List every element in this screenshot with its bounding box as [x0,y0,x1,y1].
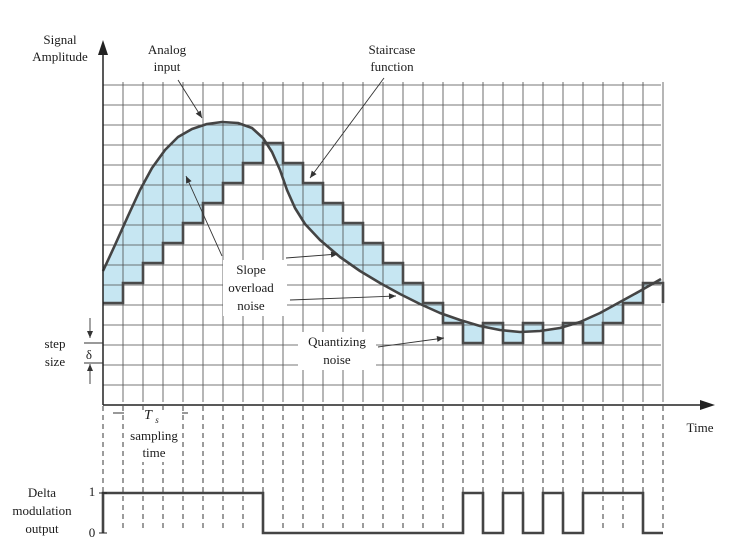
slope-overload-label-line3: noise [237,298,265,313]
sampling-dash-lines [102,406,664,532]
output-level-high: 1 [89,484,96,499]
sampling-time-label-line2: time [142,445,165,460]
quantizing-label-background [298,332,376,370]
slope-label-background [223,260,287,316]
quantizing-pointer-head [436,335,444,342]
staircase-pointer [309,77,385,179]
y-axis-label-line2: Amplitude [32,49,88,64]
x-axis-arrow [700,400,715,410]
sampling-time-label-line1: sampling [130,428,178,443]
step-size-arrow-down-head [87,331,93,338]
y-axis-arrow [98,40,108,55]
slope-pointer-left-head [186,176,192,184]
sampling-label-background [124,410,182,462]
output-label-line3: output [25,521,59,536]
analog-input-pointer [177,79,203,119]
slope-pointer-right [285,253,339,259]
analog-input-curve [101,120,662,334]
y-axis-label-line1: Signal [43,32,77,47]
quantizing-pointer [377,337,445,348]
quantizing-noise-label-line1: Quantizing [308,334,366,349]
slope-overload-label-line1: Slope [236,262,266,277]
step-size-arrow-up-head [87,364,93,371]
output-label-line2: modulation [12,503,72,518]
analog-curve-path [101,120,662,334]
step-size-label-line2: size [45,354,65,369]
analog-input-pointer-head [195,110,202,118]
output-label-line1: Delta [28,485,56,500]
staircase-label-line2: function [370,59,414,74]
slope-overload-label-line2: overload [228,280,274,295]
step-size-label-line1: step [45,336,66,351]
slope-pointer-right-head [330,251,338,258]
delta-modulation-waveform [99,491,663,535]
analog-input-label-line2: input [154,59,181,74]
slope-pointer-bottom [289,295,397,301]
quantizing-noise-label-line2: noise [323,352,351,367]
ts-symbol: T [144,408,153,423]
ts-subscript: s [155,415,159,425]
output-level-low: 0 [89,525,96,540]
staircase-pointer-head [310,170,317,178]
staircase-label-line1: Staircase [369,42,416,57]
slope-pointer-bottom-head [388,293,396,300]
x-axis-label: Time [687,420,714,435]
analog-input-label-line1: Analog [148,42,187,57]
delta-symbol: δ [86,347,92,362]
slope-pointer-left [185,175,223,257]
output-waveform [101,491,663,535]
axes [98,40,715,410]
